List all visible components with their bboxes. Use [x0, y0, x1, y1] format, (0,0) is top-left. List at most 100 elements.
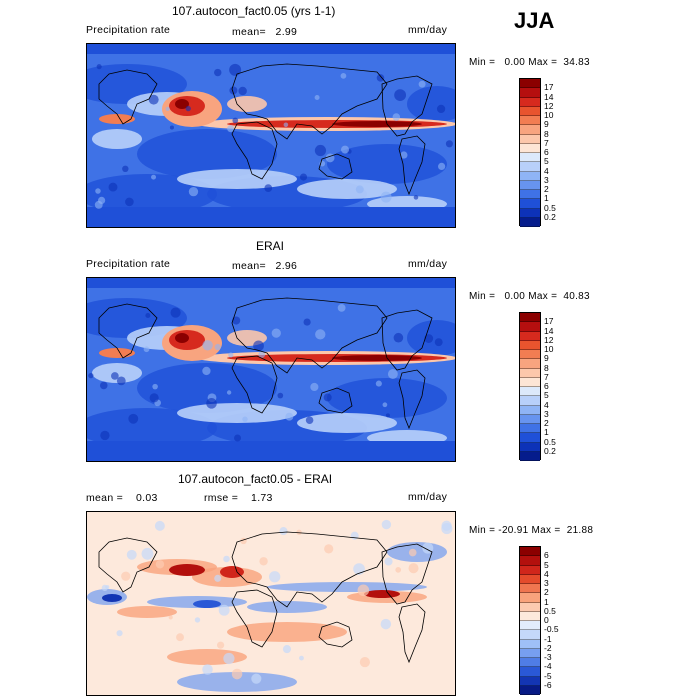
panel-title: ERAI [256, 239, 285, 253]
colorbar-swatch [520, 451, 540, 461]
coastline [231, 589, 278, 648]
colorbar-level-label: 17 [544, 316, 554, 327]
panel-title: 107.autocon_fact0.05 - ERAI [178, 472, 333, 486]
coastline [398, 369, 426, 430]
map-plot [86, 43, 456, 228]
colorbar-level-label: -2 [544, 642, 552, 653]
colorbar-swatch [520, 648, 540, 658]
map-field [87, 44, 455, 227]
colorbar-level-label: 8 [544, 128, 549, 139]
colorbar-swatch [520, 377, 540, 387]
colorbar-swatch [520, 153, 540, 163]
colorbar-level-label: 0.2 [544, 445, 556, 456]
colorbar-level-label: 4 [544, 568, 549, 579]
colorbar-swatch [520, 387, 540, 397]
colorbar-level-label: 14 [544, 91, 554, 102]
colorbar-swatch [520, 574, 540, 584]
colorbar-level-label: 5 [544, 390, 549, 401]
coastline [231, 531, 388, 608]
colorbar-swatch [520, 217, 540, 227]
field-label: Precipitation rate [86, 258, 171, 270]
colorbar-level-label: 1 [544, 427, 549, 438]
colorbar-swatch [520, 442, 540, 452]
colorbar-swatch [520, 359, 540, 369]
min-max-label: Min = -20.91 Max = 21.88 [469, 525, 594, 536]
colorbar-swatch [520, 134, 540, 144]
map-plot [86, 277, 456, 462]
colorbar-swatch [520, 630, 540, 640]
colorbar: 6 5 4 3 2 1 0.5 0 -0.5 -1 -2 -3 -4 -5 -6 [519, 546, 559, 695]
colorbar-level-label: 17 [544, 82, 554, 93]
coastline [398, 135, 426, 196]
colorbar-level-label: 4 [544, 165, 549, 176]
colorbar-level-label: 7 [544, 371, 549, 382]
colorbar-swatch [520, 125, 540, 135]
colorbar-level-label: 6 [544, 550, 549, 561]
colorbar-level-label: -6 [544, 679, 552, 690]
colorbar-swatch [520, 97, 540, 107]
colorbar-swatch [520, 414, 540, 424]
colorbar-swatch [520, 621, 540, 631]
colorbar-level-label: 8 [544, 362, 549, 373]
colorbar-swatch [520, 180, 540, 190]
colorbar-level-label: 14 [544, 325, 554, 336]
colorbar-swatch [520, 208, 540, 218]
coastline [231, 355, 278, 414]
colorbar-level-label: 3 [544, 174, 549, 185]
colorbar-swatch [520, 667, 540, 677]
colorbar-level-label: 2 [544, 587, 549, 598]
coastline [381, 75, 433, 137]
colorbar-swatch [520, 424, 540, 434]
colorbar-swatch [520, 639, 540, 649]
colorbar-swatch [520, 313, 540, 323]
rmse-label: rmse = 1.73 [204, 492, 273, 504]
colorbar-swatch [520, 368, 540, 378]
map-plot [86, 511, 456, 696]
colorbar-level-label: -3 [544, 652, 552, 662]
colorbar-level-label: 9 [544, 119, 549, 130]
colorbar-swatch [520, 116, 540, 126]
mean-label: mean = 0.03 [86, 492, 158, 504]
colorbar-swatch [520, 396, 540, 406]
colorbar-swatch [520, 350, 540, 360]
map-field [87, 278, 455, 461]
colorbar-level-label: -4 [544, 661, 552, 672]
coastline [98, 303, 158, 359]
colorbar-level-label: 2 [544, 184, 549, 194]
colorbar-swatch [520, 658, 540, 668]
colorbar-swatch [520, 584, 540, 594]
units-label: mm/day [408, 258, 448, 270]
coastline [381, 543, 433, 605]
colorbar-level-label: -1 [544, 633, 552, 644]
units-label: mm/day [408, 491, 448, 503]
colorbar-level-label: 2 [544, 418, 549, 428]
colorbar-level-label: 6 [544, 147, 549, 157]
colorbar-level-label: 10 [544, 344, 554, 354]
mean-label: mean= 2.96 [232, 260, 298, 272]
colorbar-swatch [520, 340, 540, 350]
colorbar-swatch [520, 106, 540, 116]
min-max-label: Min = 0.00 Max = 34.83 [469, 57, 590, 68]
colorbar-level-label: 12 [544, 100, 554, 111]
colorbar-level-label: 12 [544, 334, 554, 345]
colorbar-level-label: 0.2 [544, 211, 556, 222]
colorbar-swatch [520, 602, 540, 612]
colorbar-swatch [520, 565, 540, 575]
colorbar-swatch [520, 88, 540, 98]
colorbar-swatch [520, 79, 540, 89]
coastline [398, 603, 426, 664]
colorbar-swatch [520, 143, 540, 153]
coastline [318, 621, 353, 648]
colorbar-swatch [520, 199, 540, 209]
colorbar-level-label: 7 [544, 137, 549, 148]
colorbar-swatch [520, 331, 540, 341]
colorbar-level-label: 6 [544, 381, 549, 391]
coastline [231, 63, 388, 140]
mean-label: mean= 2.99 [232, 26, 298, 38]
colorbar-level-label: 3 [544, 408, 549, 419]
colorbar-swatch [520, 611, 540, 621]
colorbar-level-label: 3 [544, 578, 549, 588]
colorbar: 17 14 12 10 9 8 7 6 5 4 3 2 1 0.5 0.2 [519, 78, 556, 227]
colorbar-swatch [520, 556, 540, 566]
coastline [381, 309, 433, 371]
